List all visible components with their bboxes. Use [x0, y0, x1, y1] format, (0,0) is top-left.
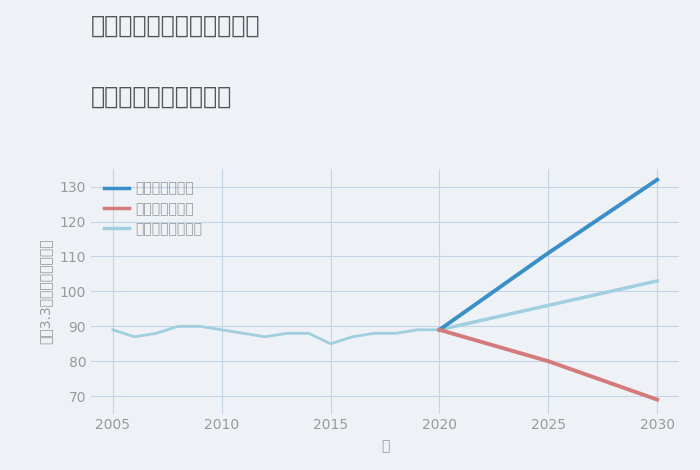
- Text: 兵庫県丹波市春日町新才の: 兵庫県丹波市春日町新才の: [91, 14, 260, 38]
- Legend: グッドシナリオ, バッドシナリオ, ノーマルシナリオ: グッドシナリオ, バッドシナリオ, ノーマルシナリオ: [98, 176, 208, 242]
- Y-axis label: 坪（3.3㎡）単価（万円）: 坪（3.3㎡）単価（万円）: [38, 239, 52, 344]
- X-axis label: 年: 年: [381, 439, 389, 454]
- Text: 中古戸建ての価格推移: 中古戸建ての価格推移: [91, 85, 232, 109]
